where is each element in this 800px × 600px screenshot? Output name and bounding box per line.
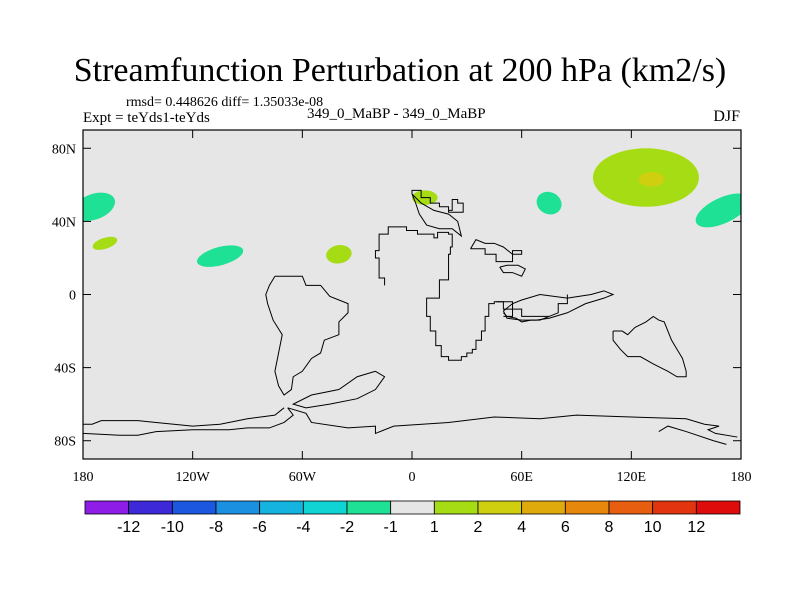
colorbar-label: -2 xyxy=(340,519,354,536)
colorbar-box xyxy=(84,500,130,515)
y-tick-label: 40S xyxy=(54,362,76,377)
colorbar-box xyxy=(346,500,392,515)
coastline xyxy=(291,370,386,409)
colorbar-label: 1 xyxy=(430,519,439,536)
coastline xyxy=(83,407,285,427)
chart-title: Streamfunction Perturbation at 200 hPa (… xyxy=(73,52,727,89)
anomaly-patch xyxy=(197,245,244,267)
x-tick-label: 120E xyxy=(617,470,647,485)
colorbar-label: -4 xyxy=(296,519,310,536)
y-tick-label: 40N xyxy=(52,215,76,230)
colorbar-label: 10 xyxy=(644,519,662,536)
colorbar-label: 2 xyxy=(474,519,483,536)
colorbar-box xyxy=(128,500,173,515)
colorbar-box xyxy=(433,500,479,515)
colorbar-label: -10 xyxy=(161,519,184,536)
coastline xyxy=(374,226,514,361)
anomaly-patch xyxy=(536,191,562,215)
colorbar-label: 4 xyxy=(517,519,526,536)
anomaly-patch xyxy=(695,193,741,228)
experiment-label: Expt = teYds1-teYds xyxy=(83,110,210,126)
stats-label: rmsd= 0.448626 diff= 1.35033e-08 xyxy=(126,95,324,110)
season-label: DJF xyxy=(713,108,740,125)
colorbar-box xyxy=(390,500,435,515)
colorbar-box xyxy=(695,500,741,515)
coastline xyxy=(502,290,615,321)
coastline xyxy=(496,294,568,317)
comparison-label: 349_0_MaBP - 349_0_MaBP xyxy=(307,106,486,122)
colorbar-box xyxy=(652,500,697,515)
y-tick-label: 80S xyxy=(54,435,76,450)
colorbar-box xyxy=(215,500,261,515)
x-tick-label: 60W xyxy=(289,470,317,485)
colorbar-label: -6 xyxy=(253,519,267,536)
coastline xyxy=(287,407,738,438)
y-tick-label: 80N xyxy=(52,142,76,157)
coastline xyxy=(265,275,349,396)
colorbar-box xyxy=(171,500,217,515)
coastline xyxy=(411,193,463,238)
colorbar-box xyxy=(477,500,523,515)
x-tick-label: 60E xyxy=(510,470,533,485)
colorbar-box xyxy=(521,500,566,515)
coastline xyxy=(470,239,523,263)
x-tick-label: 180 xyxy=(73,470,94,485)
x-tick-label: 0 xyxy=(409,470,416,485)
x-tick-label: 120W xyxy=(176,470,211,485)
colorbar-label: -8 xyxy=(209,519,223,536)
colorbar-label: 6 xyxy=(561,519,570,536)
anomaly-core xyxy=(638,172,665,187)
colorbar-label: 12 xyxy=(687,519,705,536)
colorbar-box xyxy=(259,500,304,515)
colorbar-label: 8 xyxy=(605,519,614,536)
coastline xyxy=(503,312,550,323)
y-tick-label: 0 xyxy=(69,289,76,304)
anomaly-patch xyxy=(92,236,118,250)
x-tick-label: 180 xyxy=(731,470,752,485)
coastline xyxy=(411,189,464,213)
colorbar-box xyxy=(608,500,654,515)
colorbar-label: -1 xyxy=(384,519,398,536)
coastline xyxy=(658,425,727,445)
coastline xyxy=(499,264,526,277)
anomaly-patch xyxy=(326,245,352,264)
coastline xyxy=(612,315,687,378)
colorbar-box xyxy=(302,500,348,515)
colorbar-label: -12 xyxy=(117,519,140,536)
coastline xyxy=(83,407,294,436)
colorbar-box xyxy=(564,500,610,515)
